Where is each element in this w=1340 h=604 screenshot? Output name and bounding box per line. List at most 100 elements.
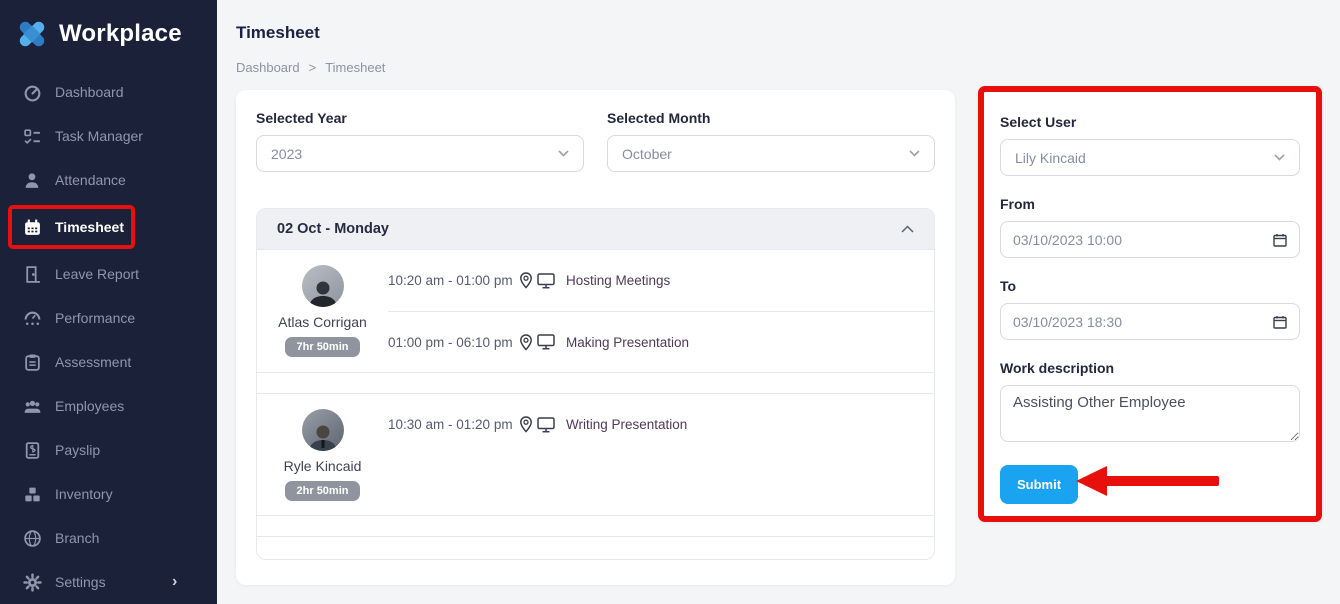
entry-activity: Writing Presentation bbox=[566, 417, 688, 432]
submit-button[interactable]: Submit bbox=[1000, 465, 1079, 504]
workplace-x-logo-icon bbox=[14, 16, 50, 52]
arrow-tail bbox=[1105, 476, 1219, 486]
sidebar-item-label: Performance bbox=[55, 310, 136, 326]
select-user-label: Select User bbox=[1000, 114, 1077, 130]
sidebar-item-inventory[interactable]: Inventory bbox=[0, 472, 217, 516]
work-description-input[interactable]: Assisting Other Employee bbox=[1000, 385, 1300, 442]
breadcrumb-dashboard[interactable]: Dashboard bbox=[236, 60, 300, 75]
avatar bbox=[301, 265, 344, 307]
chevron-down-icon bbox=[909, 150, 920, 157]
sidebar-item-label: Task Manager bbox=[55, 128, 143, 144]
entry-time: 10:20 am - 01:00 pm bbox=[388, 272, 566, 289]
person-column: Ryle Kincaid 2hr 50min bbox=[257, 394, 388, 515]
monitor-icon bbox=[536, 334, 555, 350]
selected-year-label: Selected Year bbox=[256, 110, 347, 126]
entries-column: 10:20 am - 01:00 pm Hosting Meetings 01:… bbox=[388, 250, 934, 372]
sidebar-item-branch[interactable]: Branch bbox=[0, 516, 217, 560]
to-datetime-input[interactable]: 03/10/2023 18:30 bbox=[1000, 303, 1300, 340]
people-icon bbox=[23, 397, 42, 416]
sidebar-item-label: Settings bbox=[55, 574, 106, 590]
clipboard-icon bbox=[23, 353, 42, 372]
page-title: Timesheet bbox=[236, 23, 320, 42]
sidebar-item-label: Timesheet bbox=[55, 219, 124, 235]
chevron-down-icon bbox=[1274, 154, 1285, 161]
person-name: Atlas Corrigan bbox=[278, 314, 367, 330]
timesheet-card: Selected Year 2023 Selected Month Octobe… bbox=[236, 90, 955, 585]
from-datetime-value: 03/10/2023 10:00 bbox=[1013, 231, 1122, 248]
day-header-label: 02 Oct - Monday bbox=[277, 221, 389, 237]
filters-row: Selected Year 2023 Selected Month Octobe… bbox=[256, 110, 935, 172]
location-pin-icon bbox=[519, 416, 533, 433]
checklist-icon bbox=[23, 127, 42, 146]
sidebar-item-label: Attendance bbox=[55, 172, 126, 188]
sidebar-item-performance[interactable]: Performance bbox=[0, 296, 217, 340]
chevron-down-icon bbox=[558, 150, 569, 157]
sidebar-item-dashboard[interactable]: Dashboard bbox=[0, 70, 217, 114]
empty-row bbox=[257, 372, 934, 393]
timesheet-entry[interactable]: 10:20 am - 01:00 pm Hosting Meetings bbox=[388, 250, 934, 311]
sidebar: Workplace Dashboard Task Manager Attenda… bbox=[0, 0, 217, 604]
timesheet-group-ryle-kincaid: Ryle Kincaid 2hr 50min 10:30 am - 01:20 … bbox=[257, 393, 934, 515]
sidebar-nav: Dashboard Task Manager Attendance Timesh… bbox=[0, 70, 217, 604]
breadcrumb-separator: > bbox=[308, 60, 317, 75]
app-logo[interactable]: Workplace bbox=[0, 0, 217, 52]
entry-activity: Hosting Meetings bbox=[566, 273, 671, 288]
sidebar-item-label: Branch bbox=[55, 530, 100, 546]
calendar-picker-icon[interactable] bbox=[1273, 233, 1287, 247]
person-column: Atlas Corrigan 7hr 50min bbox=[257, 250, 388, 372]
location-pin-icon bbox=[519, 333, 533, 351]
sidebar-item-employees[interactable]: Employees bbox=[0, 384, 217, 428]
entry-time: 01:00 pm - 06:10 pm bbox=[388, 333, 566, 351]
from-label: From bbox=[1000, 196, 1035, 212]
empty-row bbox=[257, 536, 934, 559]
sidebar-item-settings[interactable]: Settings › bbox=[0, 560, 217, 604]
person-icon bbox=[23, 171, 42, 190]
year-select-value: 2023 bbox=[271, 145, 303, 162]
month-select-value: October bbox=[622, 145, 672, 162]
month-select[interactable]: October bbox=[607, 135, 935, 172]
user-select[interactable]: Lily Kincaid bbox=[1000, 139, 1300, 176]
timesheet-entry[interactable]: 01:00 pm - 06:10 pm Making Presentation bbox=[388, 311, 934, 372]
sidebar-item-label: Inventory bbox=[55, 486, 113, 502]
page-header: Timesheet Dashboard > Timesheet bbox=[236, 23, 385, 75]
sidebar-item-payslip[interactable]: Payslip bbox=[0, 428, 217, 472]
entries-column: 10:30 am - 01:20 pm Writing Presentation bbox=[388, 394, 934, 515]
selected-month-label: Selected Month bbox=[607, 110, 711, 126]
from-datetime-input[interactable]: 03/10/2023 10:00 bbox=[1000, 221, 1300, 258]
payslip-icon bbox=[23, 441, 42, 460]
day-section-header[interactable]: 02 Oct - Monday bbox=[257, 209, 934, 249]
sidebar-item-label: Employees bbox=[55, 398, 125, 414]
timesheet-day-list: 02 Oct - Monday Atlas Corrigan 7hr 50min… bbox=[256, 208, 935, 560]
sidebar-item-attendance[interactable]: Attendance bbox=[0, 158, 217, 202]
chevron-right-icon: › bbox=[172, 573, 178, 590]
to-label: To bbox=[1000, 278, 1017, 294]
timesheet-entry[interactable]: 10:30 am - 01:20 pm Writing Presentation bbox=[388, 394, 934, 455]
sidebar-item-timesheet[interactable]: Timesheet bbox=[8, 205, 135, 249]
sidebar-item-task-manager[interactable]: Task Manager bbox=[0, 114, 217, 158]
person-name: Ryle Kincaid bbox=[283, 457, 362, 474]
to-datetime-value: 03/10/2023 18:30 bbox=[1013, 313, 1122, 330]
globe-icon bbox=[23, 529, 42, 548]
user-select-value: Lily Kincaid bbox=[1015, 149, 1086, 166]
entry-time: 10:30 am - 01:20 pm bbox=[388, 416, 566, 433]
gear-icon bbox=[23, 572, 42, 592]
breadcrumb-current[interactable]: Timesheet bbox=[325, 60, 386, 75]
entry-activity: Making Presentation bbox=[566, 334, 690, 350]
sidebar-item-leave-report[interactable]: Leave Report bbox=[0, 252, 217, 296]
arrow-head-icon bbox=[1076, 466, 1107, 496]
year-select[interactable]: 2023 bbox=[256, 135, 584, 172]
calendar-picker-icon[interactable] bbox=[1273, 315, 1287, 329]
sidebar-item-assessment[interactable]: Assessment bbox=[0, 340, 217, 384]
sidebar-item-label: Dashboard bbox=[55, 84, 124, 100]
boxes-icon bbox=[23, 485, 42, 504]
door-exit-icon bbox=[23, 265, 42, 284]
breadcrumb: Dashboard > Timesheet bbox=[236, 60, 385, 75]
timesheet-group-atlas-corrigan: Atlas Corrigan 7hr 50min 10:20 am - 01:0… bbox=[257, 249, 934, 372]
chevron-up-icon bbox=[901, 225, 914, 233]
total-hours-badge: 2hr 50min bbox=[284, 480, 361, 501]
app-title: Workplace bbox=[59, 20, 182, 47]
sidebar-item-label: Assessment bbox=[55, 354, 132, 370]
sidebar-item-label: Payslip bbox=[55, 442, 101, 458]
sidebar-item-label: Leave Report bbox=[55, 266, 140, 282]
gauge-icon bbox=[23, 83, 42, 102]
